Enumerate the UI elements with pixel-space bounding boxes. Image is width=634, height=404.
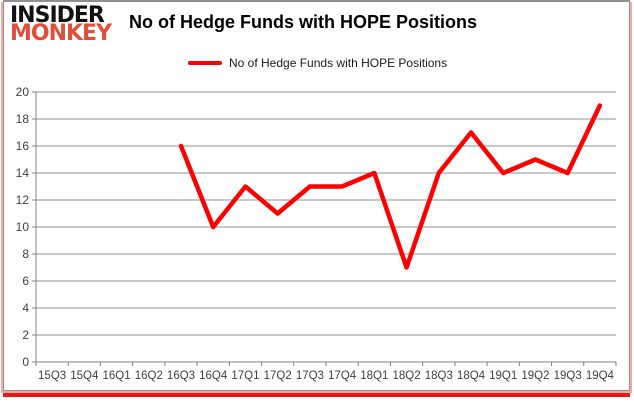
y-tick-label: 10 bbox=[16, 220, 30, 234]
logo-insider: INSIDER bbox=[10, 3, 105, 28]
y-tick-label: 2 bbox=[22, 328, 29, 342]
x-tick-label: 18Q1 bbox=[360, 370, 388, 382]
y-tick-label: 4 bbox=[22, 301, 29, 315]
legend-label: No of Hedge Funds with HOPE Positions bbox=[229, 56, 448, 70]
x-tick-label: 16Q4 bbox=[199, 370, 228, 382]
x-tick-label: 16Q3 bbox=[167, 370, 195, 382]
x-tick-label: 18Q4 bbox=[457, 370, 486, 382]
insider-monkey-logo: INSIDER MONKEY bbox=[10, 3, 112, 46]
x-tick-label: 17Q3 bbox=[296, 370, 324, 382]
x-tick-label: 17Q4 bbox=[328, 370, 357, 382]
x-tick-label: 17Q1 bbox=[231, 370, 259, 382]
x-tick-label: 17Q2 bbox=[264, 370, 292, 382]
data-line bbox=[178, 103, 603, 270]
x-tick-label: 16Q1 bbox=[102, 370, 130, 382]
x-tick-label: 18Q2 bbox=[392, 370, 420, 382]
chart-title: No of Hedge Funds with HOPE Positions bbox=[129, 12, 478, 32]
y-tick-label: 12 bbox=[16, 193, 30, 207]
x-tick-label: 19Q2 bbox=[521, 370, 549, 382]
x-tick-label: 19Q4 bbox=[586, 370, 615, 382]
y-tick-label: 6 bbox=[22, 274, 29, 288]
y-tick-label: 14 bbox=[16, 166, 30, 180]
logo-monkey: MONKEY bbox=[10, 21, 112, 46]
x-tick-label: 15Q4 bbox=[70, 370, 99, 382]
x-tick-label: 19Q3 bbox=[554, 370, 582, 382]
x-tick-label: 16Q2 bbox=[135, 370, 163, 382]
y-tick-label: 8 bbox=[22, 247, 29, 261]
x-tick-label: 18Q3 bbox=[425, 370, 453, 382]
x-tick-label: 19Q1 bbox=[489, 370, 517, 382]
legend: No of Hedge Funds with HOPE Positions bbox=[188, 56, 447, 70]
legend-line-swatch bbox=[188, 61, 222, 65]
y-tick-label: 0 bbox=[22, 355, 29, 369]
y-tick-label: 16 bbox=[16, 139, 30, 153]
x-tick-label: 15Q3 bbox=[38, 370, 66, 382]
y-tick-label: 20 bbox=[16, 85, 30, 99]
y-tick-label: 18 bbox=[16, 112, 30, 126]
